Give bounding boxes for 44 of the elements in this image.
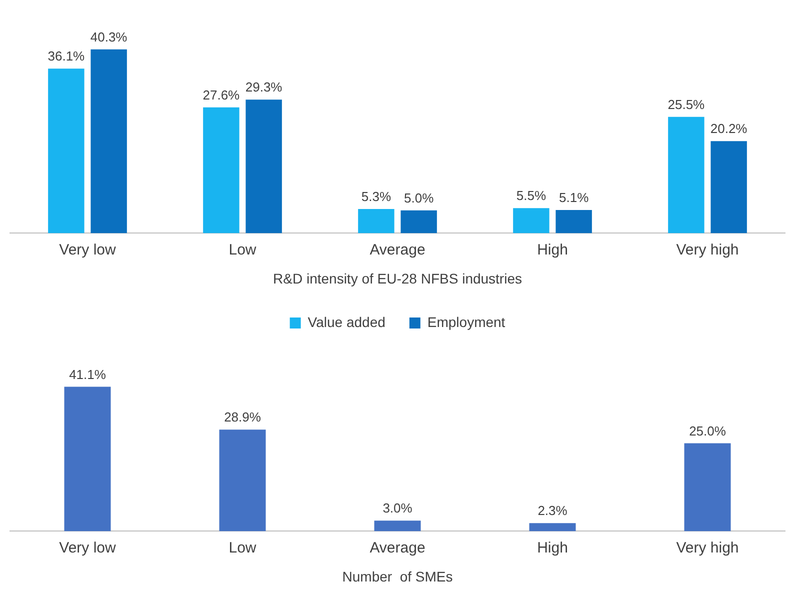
bar (710, 141, 747, 234)
data-label: 2.3% (538, 503, 568, 518)
bar (400, 210, 437, 234)
data-label: 5.1% (558, 190, 590, 206)
data-label: 28.9% (224, 410, 262, 425)
x-tick-label: High (537, 241, 568, 258)
x-tick-label: Very low (59, 539, 116, 556)
bar (358, 209, 394, 234)
bar (529, 523, 576, 532)
data-label: 20.2% (710, 121, 748, 136)
data-label: 5.5% (516, 188, 546, 204)
bar (684, 443, 731, 532)
bar (64, 386, 111, 532)
x-tick-label: Very high (676, 241, 739, 258)
x-tick-label: Low (228, 539, 256, 556)
data-label: 25.0% (689, 423, 726, 438)
x-tick-label: Average (370, 539, 426, 556)
data-label: 40.3% (90, 30, 128, 45)
x-tick-label: Average (370, 241, 426, 258)
data-label: 29.3% (245, 80, 283, 95)
data-label: 5.0% (404, 190, 434, 206)
x-tick-label: Very high (676, 539, 739, 556)
bar (556, 210, 592, 234)
bar (219, 430, 266, 532)
x-axis-title: R&D intensity of EU-28 NFBS industries (273, 270, 522, 286)
bar (374, 520, 421, 532)
bar (90, 49, 127, 234)
data-label: 36.1% (48, 48, 86, 64)
data-label: 3.0% (382, 500, 413, 516)
data-label: 27.6% (202, 87, 240, 102)
bar (513, 208, 550, 234)
data-label: 25.5% (668, 97, 706, 112)
x-tick-label: High (537, 539, 568, 556)
x-tick-label: Low (228, 241, 256, 258)
data-label: 5.3% (361, 189, 392, 204)
data-label: 41.1% (69, 366, 106, 382)
x-axis-title: Number of SMEs (342, 568, 453, 584)
x-tick-label: Very low (59, 241, 116, 258)
bar (668, 116, 704, 234)
bar (203, 107, 240, 234)
bar (246, 100, 282, 234)
bar (48, 68, 84, 234)
legend-label: Employment (427, 314, 506, 330)
legend-label: Value added (308, 314, 386, 330)
